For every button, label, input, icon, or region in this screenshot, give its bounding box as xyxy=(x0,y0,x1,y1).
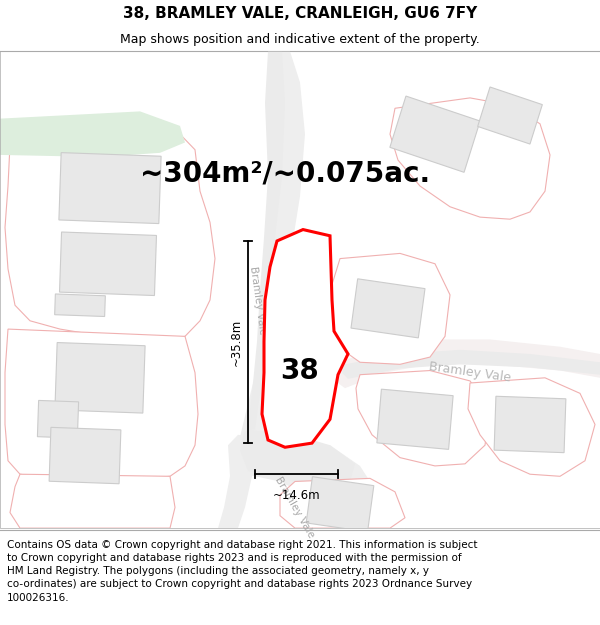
Polygon shape xyxy=(37,401,79,438)
Polygon shape xyxy=(10,474,175,528)
Polygon shape xyxy=(228,435,380,528)
Polygon shape xyxy=(5,129,215,341)
Text: ~14.6m: ~14.6m xyxy=(272,489,320,502)
Polygon shape xyxy=(59,232,157,296)
Polygon shape xyxy=(240,429,355,487)
Polygon shape xyxy=(494,396,566,452)
Polygon shape xyxy=(351,279,425,338)
Polygon shape xyxy=(280,478,405,528)
Text: Bramley Vale: Bramley Vale xyxy=(248,265,268,335)
Text: ~35.8m: ~35.8m xyxy=(229,318,242,366)
Polygon shape xyxy=(5,329,198,481)
Text: Bramley Vale: Bramley Vale xyxy=(274,475,317,540)
Polygon shape xyxy=(218,51,305,528)
Polygon shape xyxy=(55,294,106,316)
Text: 38: 38 xyxy=(281,356,319,384)
Polygon shape xyxy=(55,342,145,413)
Polygon shape xyxy=(390,96,480,172)
Polygon shape xyxy=(0,111,185,157)
Polygon shape xyxy=(306,477,374,532)
Text: Map shows position and indicative extent of the property.: Map shows position and indicative extent… xyxy=(120,34,480,46)
Text: Bramley Vale: Bramley Vale xyxy=(428,361,512,385)
Polygon shape xyxy=(377,389,453,449)
Polygon shape xyxy=(49,428,121,484)
Text: Contains OS data © Crown copyright and database right 2021. This information is : Contains OS data © Crown copyright and d… xyxy=(7,540,478,602)
Polygon shape xyxy=(330,253,450,364)
Text: 38, BRAMLEY VALE, CRANLEIGH, GU6 7FY: 38, BRAMLEY VALE, CRANLEIGH, GU6 7FY xyxy=(123,6,477,21)
Polygon shape xyxy=(262,229,348,448)
Polygon shape xyxy=(356,371,490,466)
Polygon shape xyxy=(342,350,600,379)
Polygon shape xyxy=(59,152,161,224)
Polygon shape xyxy=(248,51,285,429)
Polygon shape xyxy=(468,378,595,476)
Polygon shape xyxy=(390,98,550,219)
Text: ~304m²/~0.075ac.: ~304m²/~0.075ac. xyxy=(140,159,430,188)
Polygon shape xyxy=(478,87,542,144)
Polygon shape xyxy=(335,339,600,388)
